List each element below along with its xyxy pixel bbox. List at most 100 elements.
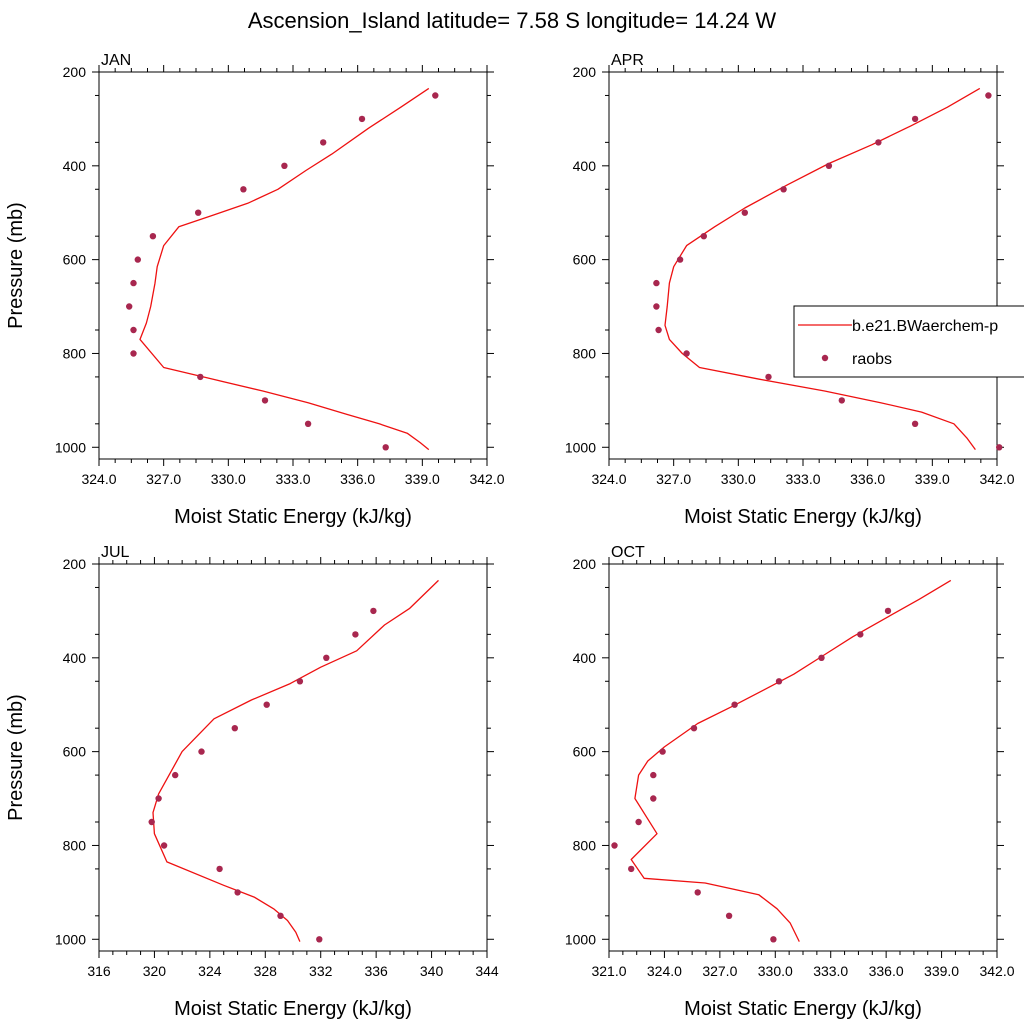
y-tick-label-apr: 800 bbox=[573, 345, 597, 361]
x-tick-label-jul: 340 bbox=[420, 963, 444, 979]
obs-point-apr bbox=[825, 162, 833, 169]
x-tick-label-oct: 333.0 bbox=[813, 963, 848, 979]
obs-point-jan bbox=[130, 279, 137, 287]
x-tick-label-oct: 336.0 bbox=[869, 963, 904, 979]
x-axis-title-jul: Moist Static Energy (kJ/kg) bbox=[174, 998, 412, 1020]
plot-frame-jul bbox=[98, 563, 488, 952]
obs-point-apr bbox=[838, 397, 845, 404]
obs-point-jan bbox=[197, 373, 204, 381]
y-tick-label-oct: 1000 bbox=[565, 931, 596, 947]
obs-point-apr bbox=[676, 256, 684, 263]
obs-point-apr bbox=[911, 420, 919, 427]
panel-jul: JUL 316 320 324 328 332 336 340 344 200 400 600 800 1… bbox=[5, 544, 499, 1020]
y-tick-label-jan: 1000 bbox=[55, 439, 86, 455]
panel-jan: JAN 324.0 327.0 330.0 333.0 336.0 339.0 342.0 20… bbox=[5, 52, 505, 528]
legend: b.e21.BWaerchem-p raobs bbox=[793, 305, 1024, 378]
obs-point-jul bbox=[352, 631, 359, 638]
x-tick-label-apr: 324.0 bbox=[591, 471, 626, 487]
x-tick-label-jul: 344 bbox=[475, 963, 499, 979]
x-tick-label-jan: 330.0 bbox=[211, 471, 246, 487]
obs-point-jan bbox=[358, 115, 366, 123]
x-tick-label-jul: 324 bbox=[198, 963, 222, 979]
plot-frame-oct bbox=[608, 563, 998, 952]
obs-point-oct bbox=[611, 842, 618, 849]
y-axis-title-jan: Pressure (mb) bbox=[5, 202, 27, 329]
y-tick-label-apr: 200 bbox=[573, 64, 597, 80]
y-tick-label-jan: 800 bbox=[63, 345, 87, 361]
obs-point-apr bbox=[996, 444, 1003, 451]
x-tick-label-jan: 336.0 bbox=[340, 471, 375, 487]
model-line-jul bbox=[152, 579, 439, 942]
obs-point-jan bbox=[130, 326, 137, 334]
obs-point-jul bbox=[198, 748, 205, 755]
y-tick-label-oct: 200 bbox=[573, 556, 597, 572]
obs-point-jan bbox=[281, 162, 288, 169]
y-tick-label-oct: 400 bbox=[573, 650, 597, 666]
y-tick-label-apr: 1000 bbox=[565, 439, 596, 455]
legend-obs-label: raobs bbox=[852, 351, 892, 368]
model-line-apr bbox=[664, 87, 981, 450]
obs-point-apr bbox=[683, 350, 690, 357]
x-tick-label-oct: 330.0 bbox=[758, 963, 793, 979]
panel-label-apr: APR bbox=[611, 52, 644, 69]
obs-point-oct bbox=[690, 725, 698, 732]
obs-point-jul bbox=[277, 912, 284, 919]
obs-point-apr bbox=[780, 186, 787, 193]
panel-label-jul: JUL bbox=[101, 544, 130, 561]
y-tick-label-jan: 200 bbox=[63, 64, 87, 80]
x-tick-label-jan: 324.0 bbox=[81, 471, 116, 487]
y-axis-title-jul: Pressure (mb) bbox=[5, 694, 27, 821]
y-tick-label-apr: 600 bbox=[573, 252, 597, 268]
obs-point-apr bbox=[985, 92, 992, 99]
obs-point-oct bbox=[628, 865, 635, 873]
y-tick-label-jul: 400 bbox=[63, 650, 87, 666]
obs-point-oct bbox=[635, 818, 642, 826]
obs-point-apr bbox=[655, 326, 662, 334]
obs-point-oct bbox=[650, 795, 657, 802]
x-tick-label-oct: 342.0 bbox=[979, 963, 1014, 979]
x-tick-label-apr: 342.0 bbox=[979, 471, 1014, 487]
x-tick-label-jul: 316 bbox=[87, 963, 111, 979]
x-tick-label-jul: 328 bbox=[254, 963, 278, 979]
obs-point-oct bbox=[731, 701, 738, 708]
obs-point-apr bbox=[875, 139, 882, 146]
obs-point-apr bbox=[653, 279, 660, 287]
x-tick-label-oct: 339.0 bbox=[924, 963, 959, 979]
panel-oct: OCT 321.0 324.0 327.0 330.0 333.0 336.0 339.0 34… bbox=[565, 544, 1015, 1020]
obs-point-oct bbox=[694, 889, 701, 896]
x-tick-label-oct: 324.0 bbox=[647, 963, 682, 979]
model-line-jan bbox=[139, 87, 430, 451]
x-axis-title-oct: Moist Static Energy (kJ/kg) bbox=[684, 998, 922, 1020]
x-tick-label-jan: 327.0 bbox=[146, 471, 181, 487]
model-line-oct bbox=[630, 579, 952, 942]
obs-point-jan bbox=[382, 444, 389, 451]
page-title: Ascension_Island latitude= 7.58 S longit… bbox=[248, 8, 777, 33]
y-tick-label-jul: 600 bbox=[63, 744, 87, 760]
obs-point-oct bbox=[770, 936, 777, 943]
obs-point-jul bbox=[231, 725, 238, 732]
obs-point-jul bbox=[316, 936, 323, 943]
x-tick-label-jan: 339.0 bbox=[405, 471, 440, 487]
obs-point-jul bbox=[370, 607, 377, 615]
obs-point-jul bbox=[296, 678, 304, 685]
y-tick-label-apr: 400 bbox=[573, 158, 597, 174]
y-tick-label-jan: 400 bbox=[63, 158, 87, 174]
legend-obs-marker bbox=[821, 354, 829, 362]
obs-point-jan bbox=[432, 92, 439, 99]
obs-point-oct bbox=[857, 631, 864, 638]
obs-point-jul bbox=[155, 795, 162, 802]
x-axis-title-jan: Moist Static Energy (kJ/kg) bbox=[174, 506, 412, 528]
obs-point-apr bbox=[765, 373, 772, 381]
obs-point-oct bbox=[884, 607, 892, 615]
obs-point-jul bbox=[172, 771, 179, 779]
x-tick-label-apr: 330.0 bbox=[721, 471, 756, 487]
obs-point-jul bbox=[216, 865, 223, 873]
x-tick-label-jan: 342.0 bbox=[469, 471, 504, 487]
obs-point-jul bbox=[263, 701, 270, 708]
legend-box bbox=[793, 305, 1024, 378]
obs-point-jan bbox=[320, 139, 327, 146]
obs-point-jan bbox=[130, 350, 137, 357]
x-tick-label-jul: 336 bbox=[364, 963, 388, 979]
x-tick-label-apr: 333.0 bbox=[785, 471, 820, 487]
